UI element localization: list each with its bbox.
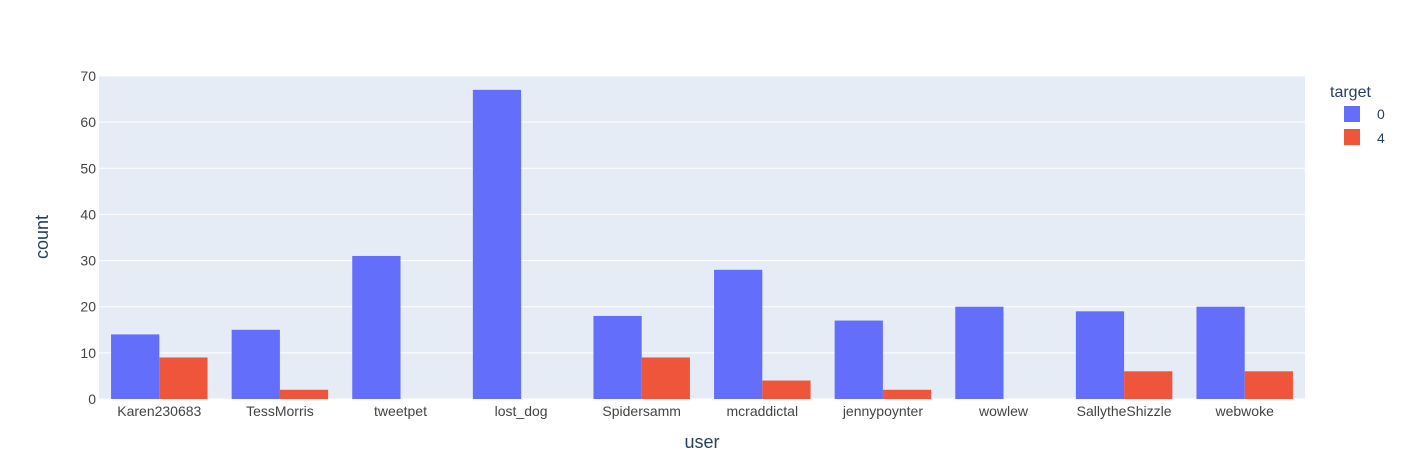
- bar-tweetpet-target-0[interactable]: [352, 255, 401, 399]
- x-tick-label-Karen230683: Karen230683: [117, 403, 201, 419]
- bar-TessMorris-target-0[interactable]: [231, 329, 280, 399]
- x-tick-label-Spidersamm: Spidersamm: [602, 403, 681, 419]
- x-axis-title: user: [684, 432, 719, 451]
- bars: [111, 89, 1293, 399]
- bar-SallytheShizzle-target-4[interactable]: [1124, 371, 1173, 399]
- bar-jennypoynter-target-4[interactable]: [882, 389, 932, 399]
- x-tick-label-jennypoynter: jennypoynter: [842, 403, 924, 419]
- legend-swatch-4: [1344, 129, 1360, 145]
- y-tick-label-10: 10: [80, 345, 96, 361]
- x-tick-label-mcraddictal: mcraddictal: [727, 403, 799, 419]
- y-axis-ticks: 0 10 20 30 40 50 60 70: [80, 68, 96, 407]
- bar-Spidersamm-target-0[interactable]: [593, 315, 642, 399]
- x-axis-ticks: Karen230683 TessMorris tweetpet lost_dog Spi…: [117, 403, 1274, 419]
- bar-Karen230683-target-0[interactable]: [111, 334, 160, 399]
- bar-webwoke-target-0[interactable]: [1196, 306, 1245, 399]
- y-tick-label-30: 30: [80, 253, 96, 269]
- bar-mcraddictal-target-0[interactable]: [714, 269, 763, 399]
- bar-SallytheShizzle-target-0[interactable]: [1075, 311, 1125, 399]
- legend-title: target: [1330, 84, 1371, 101]
- x-tick-label-tweetpet: tweetpet: [374, 403, 427, 419]
- bar-lost_dog-target-0[interactable]: [472, 89, 522, 399]
- x-tick-label-TessMorris: TessMorris: [246, 403, 314, 419]
- legend-item-4[interactable]: 4: [1344, 129, 1385, 146]
- legend-label-4: 4: [1377, 130, 1385, 146]
- bar-Spidersamm-target-4[interactable]: [641, 357, 690, 399]
- y-tick-label-40: 40: [80, 206, 96, 222]
- bar-Karen230683-target-4[interactable]: [159, 357, 208, 399]
- y-tick-label-70: 70: [80, 68, 96, 84]
- bar-webwoke-target-4[interactable]: [1244, 371, 1293, 399]
- bar-TessMorris-target-4[interactable]: [279, 389, 329, 399]
- legend-label-0: 0: [1377, 106, 1385, 122]
- x-tick-label-lost_dog: lost_dog: [495, 403, 548, 419]
- x-tick-label-SallytheShizzle: SallytheShizzle: [1077, 403, 1172, 419]
- bar-jennypoynter-target-0[interactable]: [834, 320, 883, 399]
- y-tick-label-20: 20: [80, 299, 96, 315]
- legend-item-0[interactable]: 0: [1344, 106, 1385, 122]
- legend: target 0 4: [1330, 84, 1385, 146]
- legend-swatch-0: [1344, 106, 1360, 122]
- y-tick-label-50: 50: [80, 160, 96, 176]
- y-tick-label-60: 60: [80, 114, 96, 130]
- y-tick-label-0: 0: [88, 391, 96, 407]
- x-tick-label-wowlew: wowlew: [978, 403, 1029, 419]
- x-tick-label-webwoke: webwoke: [1215, 403, 1275, 419]
- y-axis-title: count: [32, 215, 52, 259]
- bar-mcraddictal-target-4[interactable]: [762, 380, 811, 399]
- bar-wowlew-target-0[interactable]: [955, 306, 1004, 399]
